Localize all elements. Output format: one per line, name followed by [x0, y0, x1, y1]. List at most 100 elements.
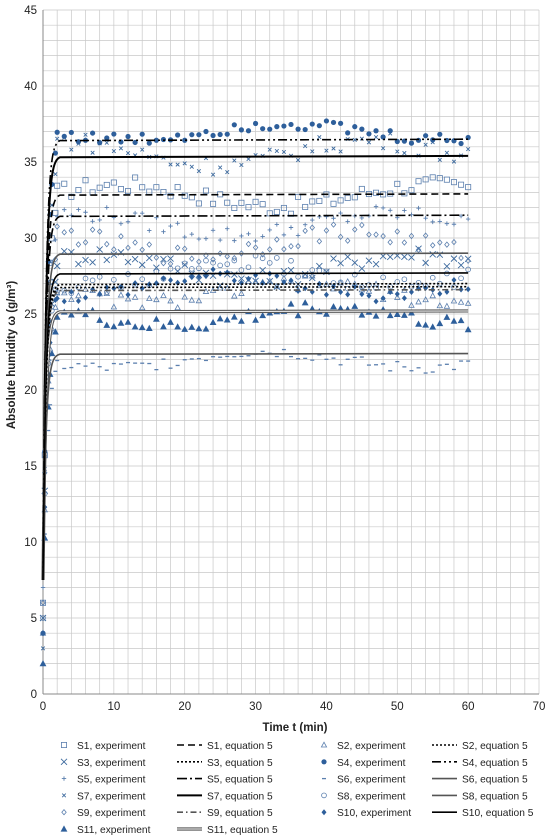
data-point: [167, 265, 174, 272]
data-point: [338, 210, 343, 216]
legend-label: S2, equation 5: [462, 741, 528, 752]
data-point: [52, 150, 59, 156]
series-s7-experiment: [40, 131, 471, 651]
data-point: [153, 264, 160, 271]
data-point: [96, 228, 103, 235]
data-point: [68, 295, 75, 302]
data-point: [67, 311, 75, 318]
data-point: [75, 260, 82, 268]
legend-label: S7, equation 5: [207, 791, 273, 802]
data-point: [174, 244, 181, 251]
data-point: [443, 263, 451, 270]
data-point: [140, 147, 145, 152]
data-point: [225, 226, 230, 231]
data-point: [260, 279, 266, 286]
data-point: [316, 238, 323, 245]
legend-label: S1, equation 5: [207, 741, 273, 752]
data-point: [451, 222, 457, 227]
data-point: [252, 120, 259, 127]
data-point: [132, 280, 138, 287]
y-tick-label: 40: [24, 81, 37, 93]
data-point: [53, 262, 61, 270]
y-tick-label: 25: [24, 309, 37, 321]
data-point: [309, 224, 315, 231]
data-point: [82, 239, 89, 246]
legend-label: S11, equation 5: [207, 825, 278, 836]
data-point: [238, 275, 245, 282]
data-point: [358, 265, 366, 272]
data-point: [402, 208, 407, 213]
data-point: [104, 240, 110, 248]
data-point: [210, 266, 216, 273]
data-point: [96, 184, 103, 191]
data-point: [39, 660, 47, 667]
data-point: [408, 301, 415, 308]
data-point: [337, 197, 344, 204]
data-point: [189, 232, 194, 237]
data-point: [210, 132, 216, 139]
data-point: [316, 197, 323, 204]
legend-item: S7, experiment: [61, 791, 146, 802]
data-point: [97, 291, 103, 298]
data-point: [393, 310, 401, 317]
data-point: [245, 264, 252, 271]
data-point: [287, 300, 295, 307]
data-point: [218, 165, 223, 170]
data-point: [216, 315, 224, 322]
data-point: [210, 172, 216, 177]
data-point: [295, 233, 301, 238]
data-point: [295, 287, 301, 294]
legend-label: S8, experiment: [337, 791, 406, 802]
data-point: [195, 325, 203, 332]
data-point: [111, 149, 116, 154]
y-tick-label: 5: [31, 613, 37, 625]
legend-item: S8, equation 5: [432, 791, 528, 802]
data-point: [301, 272, 309, 279]
data-point: [466, 147, 471, 152]
data-point: [110, 303, 118, 310]
data-point: [182, 234, 187, 240]
grid: [42, 9, 540, 695]
data-point: [167, 255, 174, 262]
legend-marker: [61, 776, 67, 781]
data-point: [231, 257, 238, 264]
data-point: [104, 284, 110, 291]
data-point: [167, 318, 174, 325]
data-point: [231, 122, 237, 128]
data-point: [408, 140, 415, 146]
data-point: [437, 239, 443, 246]
data-point: [210, 228, 216, 233]
data-point: [75, 292, 82, 299]
y-tick-label: 35: [24, 157, 37, 169]
data-point: [195, 297, 203, 304]
data-point: [138, 261, 146, 269]
data-point: [372, 312, 380, 319]
legend-marker: [60, 825, 68, 832]
x-tick-label: 60: [462, 701, 475, 713]
data-point: [139, 184, 146, 191]
legend-label: S8, equation 5: [462, 791, 528, 802]
data-point: [96, 316, 104, 323]
data-point: [437, 290, 443, 297]
data-point: [210, 200, 217, 207]
legend-label: S9, equation 5: [207, 808, 273, 819]
data-point: [422, 321, 430, 328]
data-point: [54, 182, 61, 189]
data-point: [274, 272, 280, 279]
y-tick-label: 10: [24, 537, 37, 549]
data-point: [217, 250, 223, 257]
data-point: [153, 296, 160, 303]
data-point: [330, 221, 337, 228]
data-point: [394, 291, 400, 298]
data-point: [96, 246, 104, 253]
data-point: [303, 144, 308, 149]
data-point: [124, 295, 132, 302]
legend-item: S8, experiment: [321, 791, 406, 802]
data-point: [188, 323, 196, 330]
data-point: [139, 131, 145, 137]
data-point: [373, 298, 379, 305]
data-point: [380, 146, 386, 151]
data-point: [82, 310, 89, 318]
data-point: [75, 241, 82, 248]
data-point: [324, 148, 329, 153]
